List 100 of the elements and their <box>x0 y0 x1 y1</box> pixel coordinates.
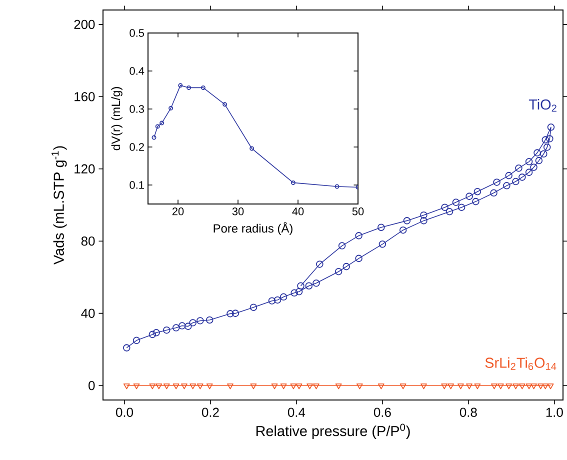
point <box>186 85 192 90</box>
point <box>268 297 276 304</box>
point <box>537 383 544 390</box>
point <box>543 144 551 151</box>
point <box>378 383 384 390</box>
point <box>466 383 472 390</box>
point <box>250 146 254 151</box>
point <box>378 224 385 232</box>
point <box>280 383 287 390</box>
point <box>189 319 196 326</box>
point <box>458 204 466 211</box>
point <box>196 383 204 390</box>
point <box>457 383 464 390</box>
point <box>335 383 342 390</box>
point <box>542 383 549 390</box>
x-tick-label: 0.4 <box>288 408 306 417</box>
point <box>441 383 448 390</box>
point <box>123 344 130 352</box>
point <box>503 182 510 190</box>
point <box>491 383 498 390</box>
x-tick-label: 40 <box>292 208 304 216</box>
point <box>222 102 228 107</box>
point <box>196 317 204 324</box>
point <box>163 383 170 390</box>
point <box>232 310 240 317</box>
point <box>493 178 500 186</box>
y-tick-label: 0.5 <box>130 29 144 37</box>
point <box>148 330 156 338</box>
point <box>547 383 554 390</box>
y-tick-label: 0 <box>88 380 95 390</box>
point <box>518 383 526 390</box>
point <box>227 383 234 390</box>
point <box>546 135 554 142</box>
point <box>200 85 206 90</box>
point <box>441 204 448 211</box>
point <box>356 383 363 390</box>
point <box>547 124 555 131</box>
point <box>530 383 537 390</box>
point <box>512 178 520 186</box>
y-tick-label: 0.3 <box>130 105 144 113</box>
x-tick-label: 20 <box>172 208 184 216</box>
point <box>490 189 498 197</box>
point <box>542 136 550 144</box>
point <box>535 156 543 164</box>
point <box>355 232 362 240</box>
x-axis-title: Pore radius (Å) <box>214 222 292 236</box>
y-tick-label: 120 <box>74 164 95 174</box>
point <box>540 150 548 158</box>
x-tick-label: 0.8 <box>460 408 477 417</box>
point <box>290 180 296 185</box>
point <box>515 164 522 172</box>
y-tick-label: 0.4 <box>130 67 144 75</box>
point <box>178 83 183 88</box>
point <box>296 383 302 390</box>
y-tick-label: 40 <box>81 308 95 318</box>
point <box>297 282 304 290</box>
point <box>474 188 482 196</box>
point <box>316 260 324 268</box>
x-tick-label: 50 <box>352 208 364 216</box>
point <box>250 304 258 311</box>
point <box>400 383 406 390</box>
point <box>123 383 130 390</box>
point <box>305 282 313 290</box>
point <box>338 242 346 250</box>
point <box>168 106 174 110</box>
point <box>506 383 512 390</box>
point <box>184 322 192 330</box>
point <box>306 383 313 390</box>
point <box>466 192 473 200</box>
point <box>505 172 512 180</box>
point <box>420 217 428 224</box>
point <box>226 310 234 318</box>
point <box>355 254 362 262</box>
x-axis-title: Relative pressure (P/P$^{0}$) <box>256 424 410 440</box>
x-tick-label: 0.2 <box>202 408 219 417</box>
x-tick-label: 30 <box>232 208 244 216</box>
point <box>312 280 320 287</box>
series-label: TiO$_{2}$ <box>528 99 556 112</box>
y-tick-label: 160 <box>74 92 95 102</box>
point <box>160 120 164 126</box>
y-axis-title: dV(r) (mL/g) <box>111 87 122 150</box>
point <box>497 383 504 390</box>
point <box>178 322 186 330</box>
point <box>132 336 140 344</box>
point <box>162 326 170 334</box>
point <box>290 289 298 297</box>
series-label: SrLi$_{2}$Ti$_{6}$O$_{14}$ <box>485 357 556 370</box>
point <box>399 226 407 234</box>
point <box>420 383 427 390</box>
y-axis-title: Vads (mL.STP g$^{-1}$) <box>52 146 67 265</box>
point <box>518 174 526 181</box>
point <box>474 383 481 390</box>
point <box>530 164 538 171</box>
point <box>271 383 278 390</box>
point <box>172 383 180 390</box>
x-tick-label: 0.6 <box>374 408 391 417</box>
point <box>446 208 454 216</box>
point <box>525 168 533 176</box>
point <box>190 383 196 390</box>
point <box>472 198 480 206</box>
